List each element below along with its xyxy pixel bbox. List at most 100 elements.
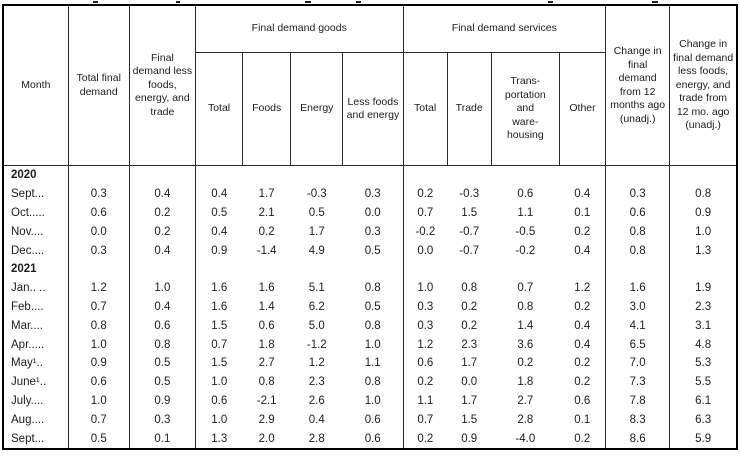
value-cell: 2.0 [258, 432, 275, 445]
value-cell: 0.8 [605, 222, 671, 242]
value-cell: 5.3 [695, 357, 712, 370]
value-cell: 2.6 [308, 394, 325, 407]
value-cell: -4.0 [515, 432, 536, 445]
value-cell: 0.2 [258, 225, 275, 238]
month-label: Jan.. .. [3, 278, 69, 298]
value-cell: 1.0 [68, 391, 130, 411]
value-cell: -0.7 [459, 225, 480, 238]
value-cell [670, 260, 737, 279]
value-cell: 2.3 [695, 300, 712, 313]
value-cell: 1.0 [211, 413, 228, 426]
value-cell: 0.6 [342, 410, 404, 430]
value-cell: 4.9 [308, 244, 325, 257]
value-cell: 0.9 [695, 206, 712, 219]
value-cell [559, 165, 607, 185]
value-cell: 0.5 [129, 353, 196, 373]
value-cell: 0.3 [605, 184, 671, 204]
value-cell: 0.1 [559, 203, 607, 223]
value-cell [447, 166, 491, 185]
table-row: Jan.. .. 1.2 1.0 1.6 1.6 5.1 0.8 1.0 0.8 0.7 1.2 1.… [3, 278, 737, 298]
value-cell: 1.7 [258, 188, 275, 201]
value-cell: 2.9 [258, 413, 275, 426]
value-cell: 0.5 [342, 297, 404, 317]
month-label: Aug.... [3, 410, 69, 430]
year-label: 2020 [3, 165, 69, 185]
value-cell: 0.4 [129, 184, 196, 204]
value-cell: 0.2 [417, 376, 434, 389]
value-cell: 0.4 [559, 316, 607, 336]
value-cell: 1.9 [695, 282, 712, 295]
month-label: May¹.. [3, 353, 69, 373]
value-cell: 6.3 [695, 413, 712, 426]
table-row: Mar.... 0.8 0.6 1.5 0.6 5.0 0.8 0.3 0.2 1.4 0.4 4.1… [3, 316, 737, 336]
value-cell: -0.2 [415, 225, 436, 238]
value-cell: 0.0 [417, 244, 434, 257]
col-header-goods-less-foods-energy: Less foods and energy [342, 52, 404, 166]
value-cell: 5.5 [695, 376, 712, 389]
value-cell: 0.4 [559, 241, 607, 260]
value-cell [195, 166, 242, 185]
value-cell: 2.8 [517, 413, 534, 426]
value-cell: 0.2 [417, 432, 434, 445]
table-row: May¹.. 0.9 0.5 1.5 2.7 1.2 1.1 0.6 1.7 0.2 0.2 7.0 5… [3, 353, 737, 373]
month-label: Apr..... [3, 335, 69, 354]
value-cell: 8.6 [605, 429, 671, 449]
value-cell: 0.8 [342, 278, 404, 298]
value-cell: 1.1 [342, 353, 404, 373]
col-header-fd-less-fet: Final demand less foods, energy, and tra… [128, 4, 196, 166]
value-cell: 0.9 [68, 353, 130, 373]
value-cell: 1.4 [517, 319, 534, 332]
value-cell: 1.7 [461, 394, 478, 407]
value-cell: 0.3 [68, 241, 130, 260]
value-cell: 0.7 [68, 297, 130, 317]
month-label: Dec.... [3, 241, 69, 260]
table-row: Feb.... 0.7 0.4 1.6 1.4 6.2 0.5 0.3 0.2 0.8 0.2 3.0… [3, 297, 737, 317]
value-cell: 0.8 [461, 282, 478, 295]
value-cell: -1.2 [306, 338, 327, 351]
table-row: Nov.... 0.0 0.2 0.4 0.2 1.7 0.3 -0.2 -0.7 -0.5 0.2… [3, 222, 737, 242]
value-cell: -0.3 [459, 188, 480, 201]
year-label: 2021 [3, 259, 69, 279]
value-cell: 0.8 [517, 300, 534, 313]
value-cell: 0.4 [211, 188, 228, 201]
value-cell: 0.6 [342, 429, 404, 449]
value-cell: 0.8 [258, 376, 275, 389]
value-cell: 0.2 [559, 429, 607, 449]
value-cell: 3.1 [695, 319, 712, 332]
col-header-services-total: Total [402, 52, 448, 166]
col-header-services-transportation-warehousing: Trans- portation and ware- housing [490, 52, 560, 166]
value-cell: 1.6 [211, 282, 228, 295]
value-cell: 1.2 [308, 357, 325, 370]
value-cell: 5.1 [308, 282, 325, 295]
value-cell: 1.1 [417, 394, 434, 407]
value-cell: 0.3 [342, 184, 404, 204]
col-header-goods-foods: Foods [242, 52, 292, 166]
value-cell: -0.2 [515, 244, 536, 257]
col-header-services-trade: Trade [446, 52, 492, 166]
value-cell: 0.5 [129, 372, 196, 392]
col-header-change-less-12mo: Change in final demand less foods, energ… [669, 4, 738, 166]
value-cell: 0.7 [417, 413, 434, 426]
value-cell [559, 259, 607, 279]
value-cell: 0.7 [68, 410, 130, 430]
value-cell: 2.1 [258, 206, 275, 219]
value-cell [129, 259, 196, 279]
value-cell: -0.5 [515, 225, 536, 238]
value-cell: 1.5 [211, 357, 228, 370]
value-cell: 0.4 [129, 297, 196, 317]
value-cell [68, 259, 130, 279]
value-cell: 0.1 [129, 429, 196, 449]
value-cell: 1.5 [211, 319, 228, 332]
value-cell [243, 166, 291, 185]
value-cell: 0.4 [211, 225, 228, 238]
value-cell: 0.3 [342, 222, 404, 242]
value-cell: 7.3 [605, 372, 671, 392]
value-cell: 0.8 [342, 316, 404, 336]
value-cell [243, 260, 291, 279]
value-cell: 0.2 [129, 222, 196, 242]
value-cell: 3.6 [517, 338, 534, 351]
value-cell: 0.2 [559, 222, 607, 242]
month-label: Feb.... [3, 297, 69, 317]
value-cell: 0.2 [559, 297, 607, 317]
